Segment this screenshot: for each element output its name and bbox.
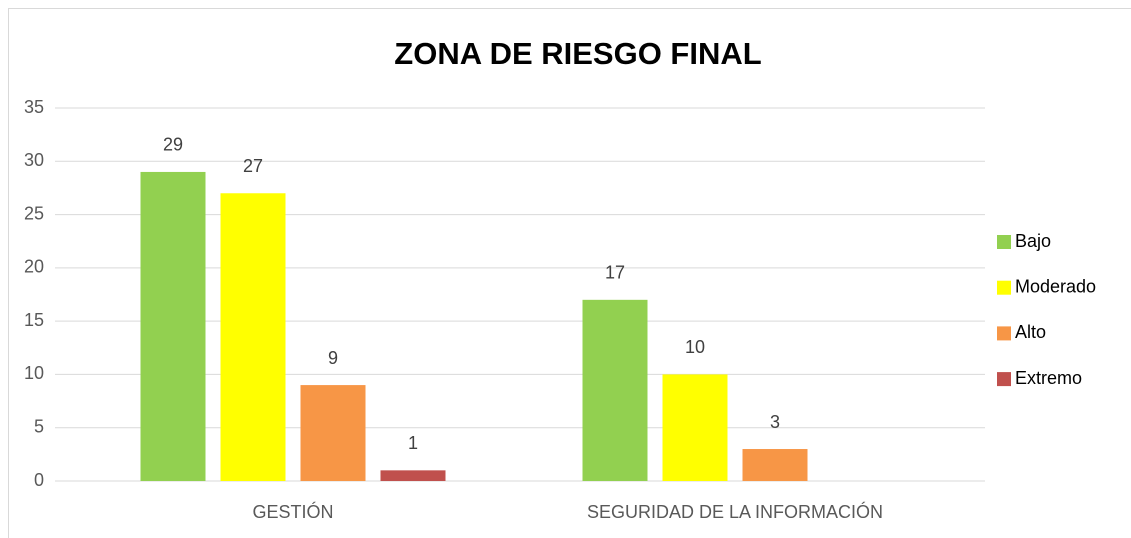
y-tick-label: 30: [24, 150, 44, 170]
bar: [662, 374, 728, 481]
bar: [582, 299, 648, 481]
legend-swatch: [997, 280, 1011, 295]
data-label: 9: [328, 348, 338, 368]
chart-title: ZONA DE RIESGO FINAL: [394, 36, 761, 71]
bar: [300, 385, 366, 481]
bar: [220, 193, 286, 481]
legend-label: Moderado: [1015, 276, 1096, 296]
data-label: 27: [243, 156, 263, 176]
data-label: 17: [605, 263, 625, 283]
x-tick-label: SEGURIDAD DE LA INFORMACIÓN: [587, 501, 883, 522]
y-tick-label: 0: [34, 470, 44, 490]
y-tick-label: 5: [34, 416, 44, 436]
legend-label: Alto: [1015, 322, 1046, 342]
y-tick-label: 35: [24, 97, 44, 117]
bar: [380, 470, 446, 481]
data-label: 3: [770, 412, 780, 432]
legend-swatch: [997, 326, 1011, 341]
legend-label: Bajo: [1015, 231, 1051, 251]
bar: [742, 449, 808, 481]
data-label: 29: [163, 135, 183, 155]
bar: [140, 171, 206, 481]
legend-swatch: [997, 235, 1011, 249]
x-tick-label: GESTIÓN: [252, 501, 333, 522]
y-tick-label: 20: [24, 257, 44, 277]
data-label: 1: [408, 433, 418, 453]
chart-frame: [8, 8, 1131, 538]
legend-label: Extremo: [1015, 368, 1082, 388]
y-tick-label: 15: [24, 310, 44, 330]
y-tick-label: 10: [24, 363, 44, 383]
y-tick-label: 25: [24, 203, 44, 223]
legend-swatch: [997, 372, 1011, 387]
data-label: 10: [685, 337, 705, 357]
